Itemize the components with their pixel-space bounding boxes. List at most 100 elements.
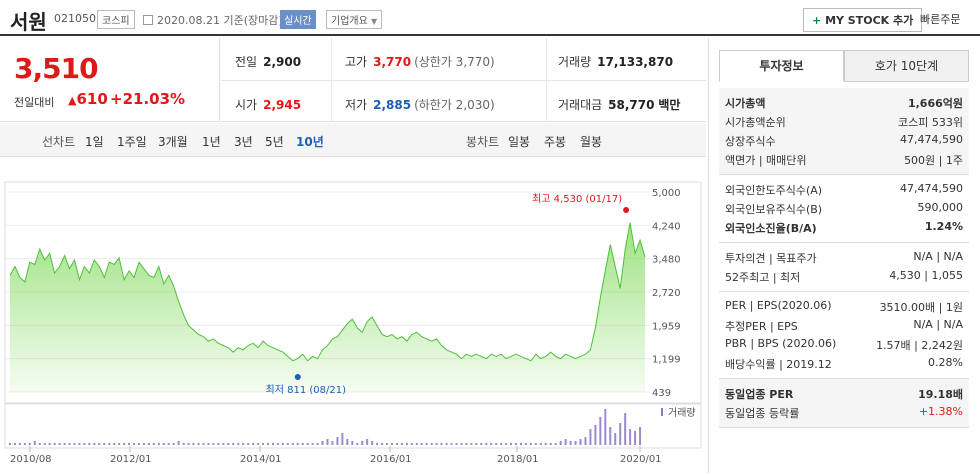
volume-bar — [609, 427, 612, 445]
volume-frame — [4, 402, 702, 449]
info-row: 투자의견 | 목표주가 N/A | N/A — [719, 248, 969, 267]
volume-bar — [142, 443, 145, 445]
volume-bar — [390, 443, 393, 445]
period-10y[interactable]: 10년 — [296, 135, 324, 149]
volume-bar — [237, 443, 240, 445]
tab-orderbook[interactable]: 호가 10단계 — [844, 50, 969, 82]
volume-bar — [510, 443, 513, 445]
volume-bar — [266, 443, 269, 445]
volume-bar — [217, 443, 220, 445]
volume-bar — [425, 443, 428, 445]
volume-bar — [78, 443, 81, 445]
volume-bar — [500, 443, 503, 445]
plus-icon: + — [812, 14, 822, 27]
candle-daily[interactable]: 일봉 — [508, 135, 531, 149]
info-key: PER | EPS(2020.06) — [725, 299, 832, 312]
info-tabs: 투자정보 호가 10단계 — [719, 50, 969, 82]
volume-bar — [564, 439, 567, 445]
volume-bar — [48, 443, 51, 445]
price-area — [10, 222, 645, 392]
stock-header: 서원 021050 코스피 2020.08.21 기준(장마감) 실시간 기업개… — [0, 0, 980, 36]
volume-bar — [123, 443, 126, 445]
info-key: PBR | BPS (2020.06) — [725, 337, 837, 350]
volume-bar — [559, 441, 562, 445]
info-row: 동일업종 등락률 +1.38% — [719, 403, 969, 422]
volume-bar — [386, 443, 389, 445]
calendar-icon — [143, 15, 153, 25]
quick-order-link[interactable]: 빠른주문 — [920, 13, 961, 26]
info-key: 52주최고 | 최저 — [725, 271, 801, 284]
y-tick-label: 2,720 — [652, 288, 681, 299]
volume-bar — [594, 425, 597, 445]
change-percent: +21.03% — [110, 90, 186, 108]
volume-bar — [395, 443, 398, 445]
candle-monthly[interactable]: 월봉 — [580, 135, 603, 149]
corp-info-dropdown[interactable]: 기업개요 ▼ — [326, 10, 383, 29]
volume-bar — [450, 443, 453, 445]
volume-bar — [291, 443, 294, 445]
volume-bar — [490, 443, 493, 445]
period-1w[interactable]: 1주일 — [117, 135, 147, 149]
volume-bar — [420, 443, 423, 445]
volume-bar — [574, 441, 577, 445]
volume-bar — [460, 443, 463, 445]
info-row: 동일업종 PER 19.18배 — [719, 384, 969, 403]
volume-bar — [63, 443, 66, 445]
y-tick-label: 4,240 — [652, 221, 681, 232]
high-price: 고가 3,770 (상한가 3,770) — [345, 55, 495, 69]
volume-bar — [569, 441, 572, 445]
volume-bar — [281, 443, 284, 445]
volume-bar — [440, 443, 443, 445]
volume-bar — [584, 437, 587, 445]
volume-bar — [495, 443, 498, 445]
info-key: 시가총액순위 — [725, 116, 786, 129]
candle-weekly[interactable]: 주봉 — [544, 135, 567, 149]
info-row: 상장주식수 47,474,590 — [719, 131, 969, 150]
volume-bar — [604, 409, 607, 445]
candle-chart-label: 봉차트 — [466, 135, 500, 149]
period-1d[interactable]: 1일 — [85, 135, 104, 149]
volume-bar — [356, 443, 359, 445]
volume-bar — [346, 439, 349, 445]
period-3m[interactable]: 3개월 — [158, 135, 188, 149]
tab-invest-info[interactable]: 투자정보 — [719, 50, 844, 82]
change-value: 610 — [76, 90, 108, 108]
volume-bar — [88, 443, 91, 445]
info-value: 0.28% — [928, 356, 963, 369]
info-row: 52주최고 | 최저 4,530 | 1,055 — [719, 267, 969, 286]
volume-bar — [242, 443, 245, 445]
volume-bar — [639, 427, 642, 445]
period-1y[interactable]: 1년 — [202, 135, 221, 149]
info-row: 외국인소진율(B/A) 1.24% — [719, 218, 969, 237]
volume-bar — [480, 443, 483, 445]
info-key: 상장주식수 — [725, 135, 776, 148]
volume-bar — [108, 443, 111, 445]
info-row: 액면가 | 매매단위 500원 | 1주 — [719, 150, 969, 169]
info-row: PBR | BPS (2020.06) 1.57배 | 2,242원 — [719, 335, 969, 354]
date-basis: 기준(장마감) — [223, 14, 283, 27]
date-value: 2020.08.21 — [157, 14, 220, 27]
volume-bar — [326, 439, 329, 445]
period-3y[interactable]: 3년 — [234, 135, 253, 149]
info-key: 추정PER | EPS — [725, 320, 798, 333]
x-tick-label: 2016/01 — [370, 454, 412, 465]
volume-bar — [13, 443, 16, 445]
price-chart[interactable]: 5,000 4,240 3,480 2,720 1,959 1,199 439 최고 4,53… — [0, 160, 706, 473]
info-value: 1.57배 | 2,242원 — [876, 339, 963, 352]
volume-bar — [28, 443, 31, 445]
volume-bar — [262, 443, 265, 445]
current-price: 3,510 — [14, 52, 99, 85]
volume-bar — [137, 443, 140, 445]
volume-bar — [381, 443, 384, 445]
realtime-button[interactable]: 실시간 — [280, 10, 316, 29]
my-stock-add-button[interactable]: + MY STOCK 추가 — [803, 8, 923, 32]
high-marker — [623, 207, 630, 213]
period-5y[interactable]: 5년 — [265, 135, 284, 149]
x-tick-label: 2014/01 — [240, 454, 282, 465]
volume-bar — [410, 443, 413, 445]
volume-bar — [589, 429, 592, 445]
info-key: 배당수익률 | 2019.12 — [725, 358, 832, 371]
info-value: +1.38% — [918, 405, 963, 418]
volume-bar — [73, 443, 76, 445]
info-row: 시가총액순위 코스피 533위 — [719, 112, 969, 131]
